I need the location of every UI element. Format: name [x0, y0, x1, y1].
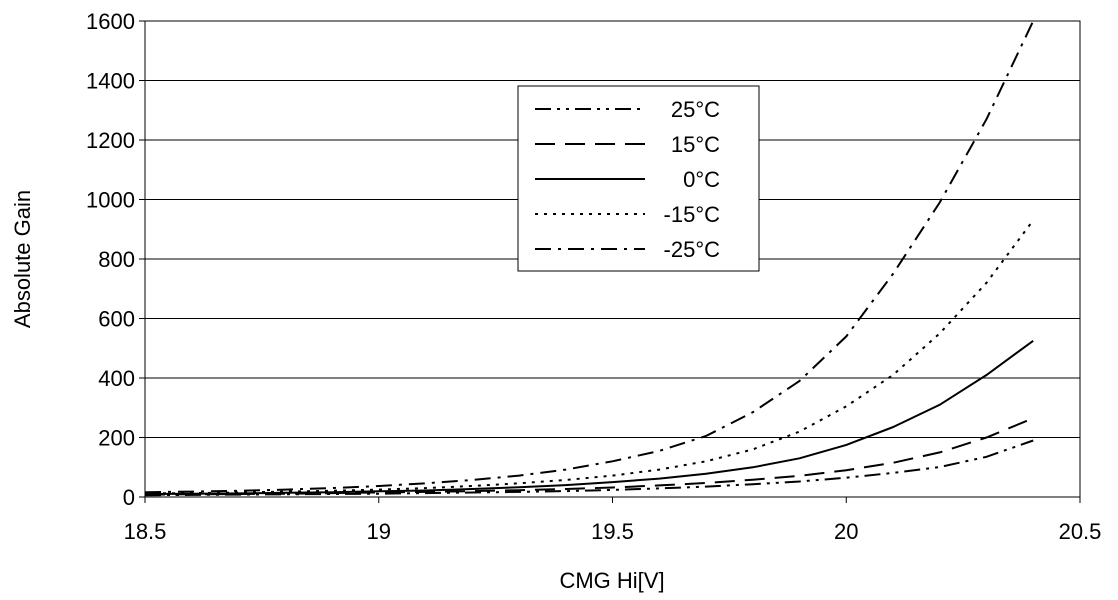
legend-label: 15°C	[671, 132, 720, 157]
legend-label: -25°C	[664, 237, 721, 262]
x-tick-label: 19	[367, 519, 391, 544]
x-tick-label: 20	[834, 519, 858, 544]
y-tick-label: 400	[98, 366, 135, 391]
x-tick-label: 18.5	[124, 519, 167, 544]
y-tick-label: 200	[98, 426, 135, 451]
y-axis-ticks: 0 200 400 600 800 1000 1200 1400 1600	[86, 9, 145, 510]
legend: 25°C 15°C 0°C -15°C -25°C	[517, 85, 760, 272]
x-axis-title: CMG Hi[V]	[559, 568, 664, 593]
y-tick-label: 1000	[86, 188, 135, 213]
legend-label: 25°C	[671, 97, 720, 122]
y-axis-title: Absolute Gain	[10, 190, 35, 328]
y-tick-label: 800	[98, 247, 135, 272]
y-tick-label: 600	[98, 307, 135, 332]
y-tick-label: 1200	[86, 128, 135, 153]
x-tick-label: 20.5	[1059, 519, 1102, 544]
x-tick-label: 19.5	[591, 519, 634, 544]
x-axis-ticks: 18.5 19 19.5 20 20.5	[124, 497, 1102, 544]
series-lines	[144, 20, 1035, 497]
series-line	[144, 20, 1035, 494]
y-tick-label: 0	[123, 485, 135, 510]
series-line	[144, 339, 1034, 495]
legend-label: 0°C	[683, 167, 720, 192]
legend-label: -15°C	[664, 202, 721, 227]
y-tick-label: 1600	[86, 9, 135, 34]
series-line	[144, 439, 1034, 497]
y-tick-label: 1400	[86, 69, 135, 94]
